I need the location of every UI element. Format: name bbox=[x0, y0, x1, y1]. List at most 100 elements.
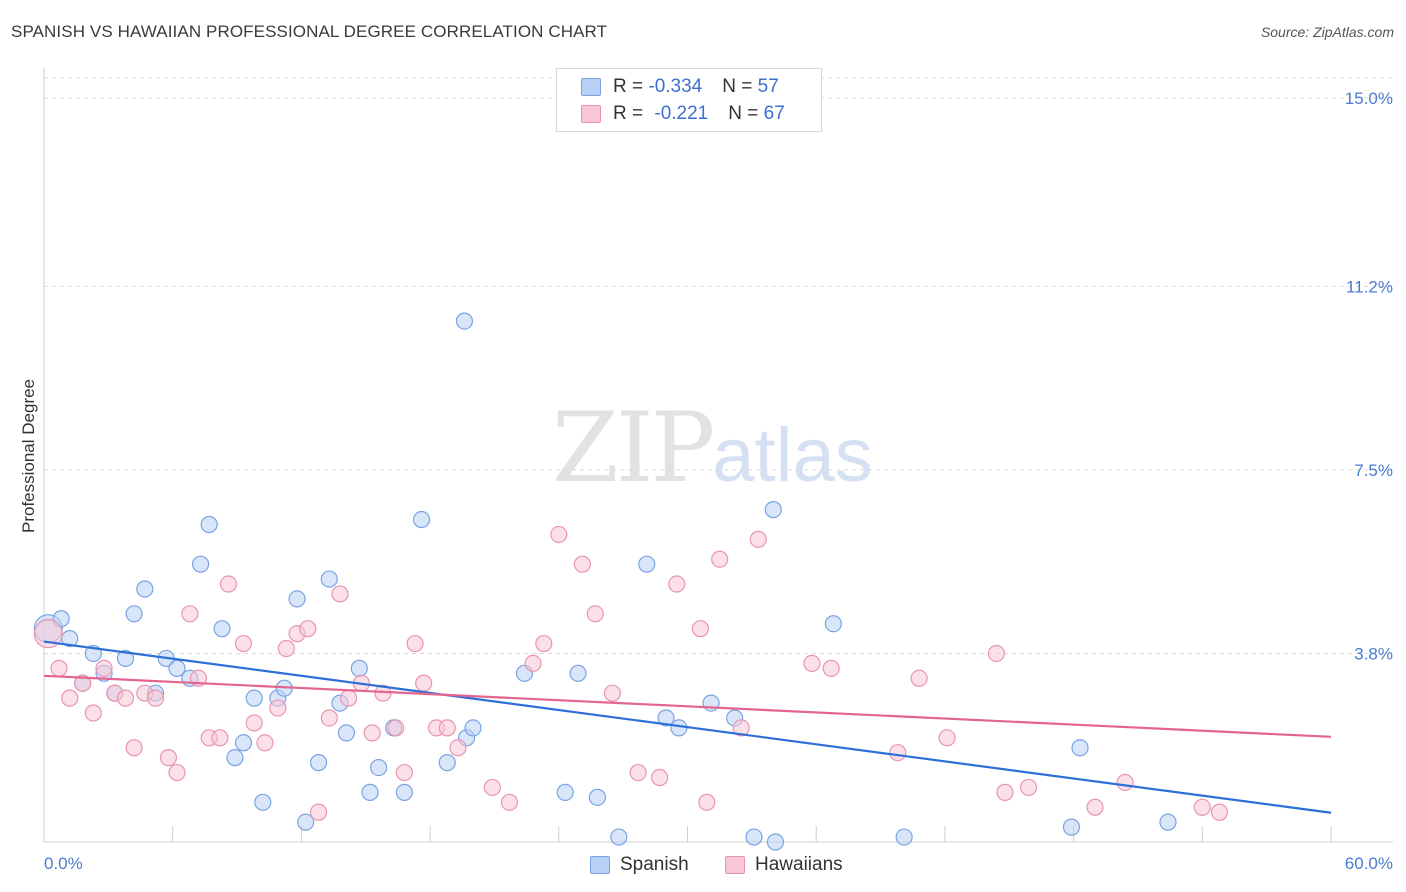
point-spanish bbox=[455, 312, 474, 330]
legend-swatch-spanish bbox=[581, 78, 601, 96]
point-hawaiians bbox=[387, 719, 405, 737]
point-hawaiians bbox=[1086, 798, 1104, 816]
point-spanish bbox=[136, 580, 154, 598]
point-hawaiians bbox=[910, 669, 928, 687]
legend-n-label: N = bbox=[722, 76, 758, 97]
point-spanish bbox=[337, 724, 356, 742]
point-spanish bbox=[200, 515, 218, 534]
zipatlas-watermark: ZIPatlas bbox=[552, 392, 873, 504]
point-spanish bbox=[361, 783, 379, 801]
point-hawaiians bbox=[698, 793, 716, 811]
trend-line-hawaiians bbox=[43, 674, 1332, 738]
bottom-legend-label-hawaiians: Hawaiians bbox=[755, 854, 843, 875]
point-hawaiians bbox=[211, 729, 229, 747]
point-hawaiians bbox=[711, 550, 729, 568]
point-spanish bbox=[288, 590, 306, 608]
point-hawaiians bbox=[573, 555, 591, 573]
point-hawaiians bbox=[320, 709, 338, 727]
point-hawaiians bbox=[535, 634, 553, 653]
point-spanish bbox=[370, 758, 388, 777]
bottom-legend-spanish: Spanish bbox=[590, 852, 689, 878]
point-spanish bbox=[1062, 818, 1081, 836]
point-hawaiians bbox=[339, 689, 358, 707]
legend-n-hawaiians: 67 bbox=[763, 103, 785, 124]
point-spanish bbox=[588, 788, 607, 806]
point-hawaiians bbox=[219, 575, 238, 593]
point-hawaiians bbox=[1116, 773, 1134, 792]
watermark-atlas: atlas bbox=[712, 413, 873, 498]
point-hawaiians bbox=[269, 699, 287, 717]
legend-swatch-hawaiians bbox=[581, 105, 601, 123]
point-hawaiians bbox=[586, 605, 604, 623]
point-hawaiians bbox=[1210, 803, 1229, 821]
point-spanish bbox=[657, 709, 675, 727]
point-hawaiians bbox=[449, 739, 467, 757]
point-spanish bbox=[766, 833, 785, 851]
point-spanish bbox=[745, 828, 763, 846]
point-hawaiians bbox=[803, 654, 821, 673]
point-hawaiians bbox=[331, 585, 349, 603]
bottom-swatch-hawaiians bbox=[725, 856, 745, 874]
point-spanish bbox=[670, 719, 688, 737]
point-spanish bbox=[464, 719, 482, 737]
point-spanish bbox=[226, 749, 244, 767]
y-tick-label: 15.0% bbox=[1345, 89, 1393, 108]
point-spanish bbox=[438, 754, 456, 772]
point-spanish bbox=[638, 555, 656, 573]
point-hawaiians bbox=[438, 719, 456, 737]
point-hawaiians bbox=[168, 763, 186, 782]
point-hawaiians bbox=[629, 763, 647, 782]
point-hawaiians bbox=[234, 634, 253, 653]
point-hawaiians bbox=[116, 689, 135, 707]
point-hawaiians bbox=[50, 659, 68, 677]
point-hawaiians bbox=[181, 605, 199, 623]
legend-n-spanish: 57 bbox=[757, 76, 779, 97]
point-hawaiians bbox=[159, 749, 178, 767]
point-hawaiians bbox=[61, 689, 79, 707]
point-hawaiians bbox=[125, 739, 143, 757]
point-spanish bbox=[320, 570, 338, 588]
source-label: Source: ZipAtlas.com bbox=[1260, 24, 1394, 40]
legend-r-spanish: -0.334 bbox=[648, 76, 703, 97]
point-spanish bbox=[1071, 739, 1089, 757]
legend-r-hawaiians: -0.221 bbox=[654, 103, 709, 124]
point-hawaiians bbox=[256, 734, 274, 752]
point-spanish bbox=[213, 620, 231, 638]
bottom-legend-hawaiians: Hawaiians bbox=[725, 852, 843, 878]
point-hawaiians bbox=[889, 744, 907, 762]
point-hawaiians bbox=[1019, 778, 1038, 797]
point-spanish bbox=[116, 649, 135, 668]
point-hawaiians bbox=[550, 525, 568, 544]
point-spanish bbox=[610, 828, 628, 846]
point-hawaiians bbox=[691, 620, 709, 638]
legend-row-hawaiians: R = -0.221 N = 67 bbox=[581, 102, 785, 126]
data-points bbox=[33, 312, 1332, 851]
point-spanish bbox=[569, 664, 587, 682]
point-hawaiians bbox=[74, 674, 92, 692]
watermark-zip: ZIP bbox=[552, 392, 715, 504]
point-hawaiians bbox=[668, 575, 686, 593]
point-spanish bbox=[350, 659, 368, 677]
point-spanish bbox=[764, 501, 782, 519]
point-hawaiians bbox=[500, 793, 519, 811]
point-hawaiians bbox=[299, 620, 317, 638]
bottom-swatch-spanish bbox=[590, 856, 610, 874]
x-tick-label-max: 60.0% bbox=[1345, 854, 1393, 873]
point-spanish bbox=[556, 783, 574, 801]
point-hawaiians bbox=[732, 719, 750, 737]
point-spanish bbox=[234, 734, 253, 752]
point-hawaiians bbox=[822, 659, 840, 677]
point-spanish bbox=[412, 510, 431, 529]
y-tick-label: 3.8% bbox=[1354, 644, 1393, 663]
legend: R = -0.334 N = 57 R = -0.221 N = 67 bbox=[556, 68, 822, 132]
point-hawaiians bbox=[483, 778, 501, 797]
point-spanish bbox=[125, 605, 143, 623]
point-hawaiians bbox=[603, 684, 622, 702]
legend-r-label: R = bbox=[613, 103, 649, 124]
point-spanish bbox=[245, 689, 263, 707]
point-spanish bbox=[395, 783, 413, 801]
legend-row-spanish: R = -0.334 N = 57 bbox=[581, 75, 779, 99]
point-hawaiians bbox=[363, 724, 381, 742]
point-hawaiians bbox=[277, 639, 295, 658]
point-hawaiians bbox=[84, 704, 102, 722]
